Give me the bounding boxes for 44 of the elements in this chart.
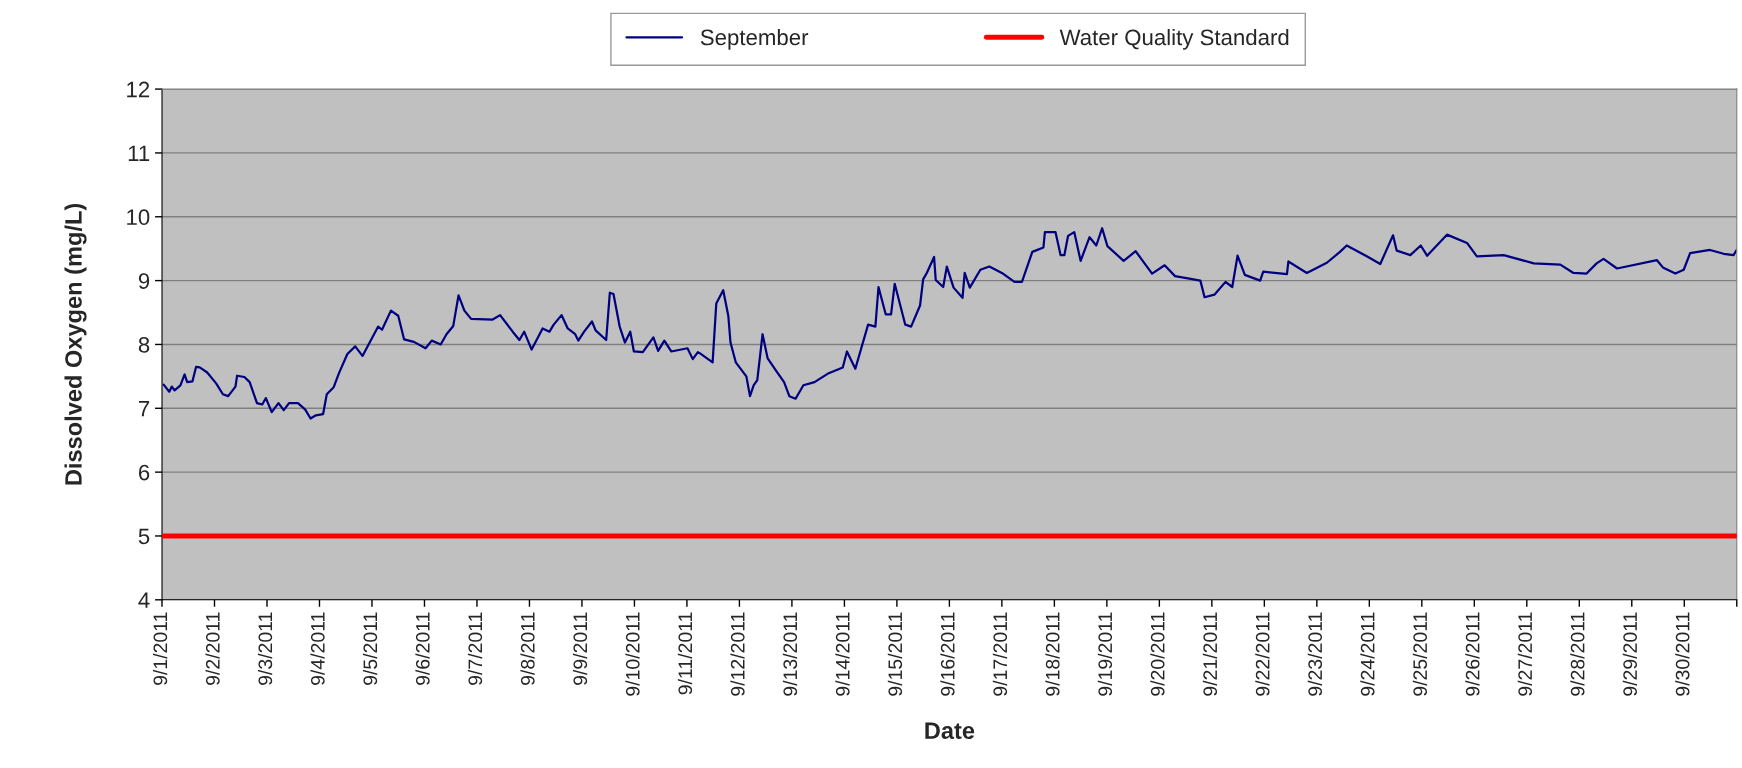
x-tick-label: 9/13/2011 bbox=[782, 612, 798, 696]
x-tick-label: 9/28/2011 bbox=[1570, 612, 1585, 696]
x-tick-label: 9/2/2011 bbox=[205, 612, 220, 685]
x-axis-title: Date bbox=[925, 722, 975, 740]
x-tick-label: 9/30/2011 bbox=[1675, 612, 1690, 696]
x-tick-label: 9/9/2011 bbox=[572, 612, 588, 685]
x-tick-label: 9/8/2011 bbox=[520, 612, 535, 685]
y-tick-label: 9 bbox=[138, 273, 150, 289]
x-tick-label: 9/25/2011 bbox=[1412, 612, 1428, 696]
y-tick-label: 8 bbox=[138, 336, 150, 353]
x-tick-label: 9/21/2011 bbox=[1202, 612, 1218, 696]
x-tick-label: 9/20/2011 bbox=[1150, 612, 1165, 696]
x-tick-label: 9/1/2011 bbox=[152, 612, 168, 685]
y-tick-label: 10 bbox=[127, 209, 150, 226]
y-tick-label: 5 bbox=[138, 528, 150, 545]
line-series bbox=[162, 227, 1737, 420]
x-tick-label: 9/26/2011 bbox=[1465, 612, 1480, 696]
x-tick-label: 9/29/2011 bbox=[1622, 612, 1638, 696]
legend-label: September bbox=[700, 28, 809, 50]
y-tick-label: 6 bbox=[138, 464, 150, 481]
x-tick-label: 9/15/2011 bbox=[887, 612, 903, 696]
x-tick-label: 9/11/2011 bbox=[677, 612, 693, 695]
x-tick-label: 9/24/2011 bbox=[1360, 612, 1375, 696]
x-tick-label: 9/3/2011 bbox=[257, 612, 273, 685]
x-tick-label: 9/14/2011 bbox=[835, 612, 850, 696]
y-tick-label: 12 bbox=[127, 81, 150, 98]
x-tick-label: 9/16/2011 bbox=[940, 612, 955, 696]
x-tick-label: 9/5/2011 bbox=[362, 612, 378, 685]
x-tick-label: 9/18/2011 bbox=[1045, 612, 1060, 696]
x-tick-label: 9/4/2011 bbox=[310, 612, 325, 685]
y-tick-label: 11 bbox=[128, 145, 150, 161]
legend-label: Water Quality Standard bbox=[1059, 28, 1289, 50]
y-tick-label: 7 bbox=[138, 401, 150, 417]
x-tick-label: 9/27/2011 bbox=[1517, 612, 1533, 696]
x-tick-label: 9/6/2011 bbox=[415, 612, 430, 685]
y-tick-label: 4 bbox=[138, 592, 150, 608]
x-tick-label: 9/22/2011 bbox=[1255, 612, 1270, 696]
y-axis-title: Dissolved Oxygen (mg/L) bbox=[64, 203, 87, 485]
x-tick-label: 9/17/2011 bbox=[992, 612, 1008, 696]
x-tick-label: 9/12/2011 bbox=[730, 612, 745, 696]
x-tick-label: 9/19/2011 bbox=[1097, 612, 1113, 696]
x-tick-label: 9/7/2011 bbox=[467, 612, 483, 685]
x-tick-label: 9/23/2011 bbox=[1307, 612, 1323, 696]
x-tick-label: 9/10/2011 bbox=[625, 612, 640, 696]
